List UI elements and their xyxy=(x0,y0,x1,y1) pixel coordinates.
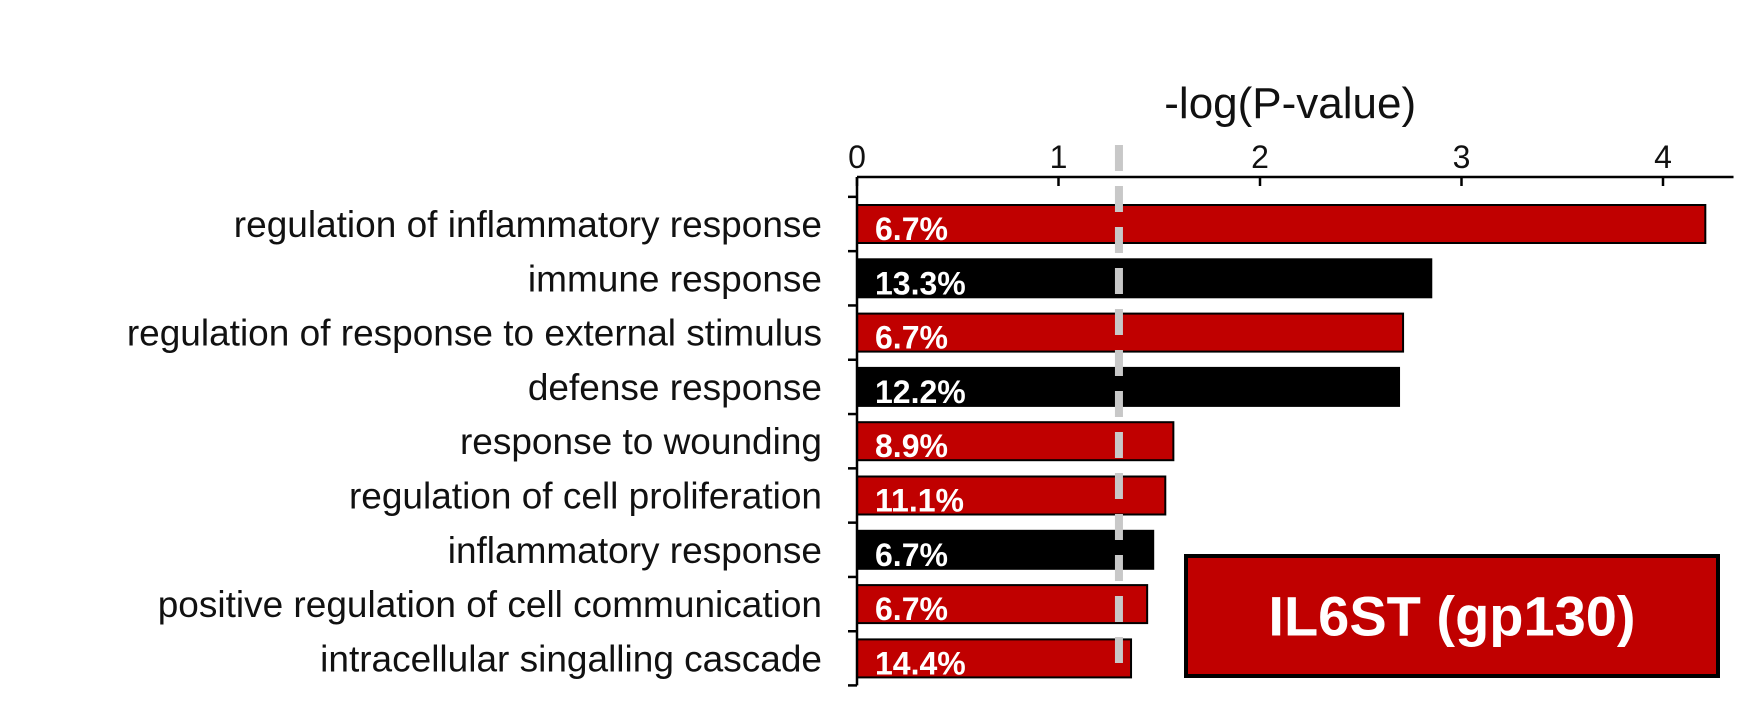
x-tick-label-1: 1 xyxy=(1050,139,1068,175)
category-label-3: defense response xyxy=(528,367,822,408)
labels-layer: 6.7% regulation of inflammatory response 1… xyxy=(127,204,966,681)
annotation-box: IL6ST (gp130) xyxy=(1184,554,1720,678)
bar-label-4: 8.9% xyxy=(875,428,948,464)
bar-3 xyxy=(856,366,1401,407)
bar-label-0: 6.7% xyxy=(875,211,948,247)
bar-label-7: 6.7% xyxy=(875,591,948,627)
bar-6 xyxy=(856,529,1155,570)
category-label-4: response to wounding xyxy=(460,421,822,462)
category-label-8: intracellular singalling cascade xyxy=(320,638,822,679)
bar-label-5: 11.1% xyxy=(875,483,964,519)
x-tick-label-0: 0 xyxy=(848,139,866,175)
bar-0 xyxy=(856,204,1707,244)
annotation-rect xyxy=(1184,554,1720,678)
category-label-6: inflammatory response xyxy=(448,530,822,571)
bar-label-6: 6.7% xyxy=(875,537,948,573)
bar-1 xyxy=(856,258,1433,299)
bars-layer xyxy=(856,204,1707,679)
category-label-2: regulation of response to external stimu… xyxy=(127,313,822,354)
annotation-text: IL6ST (gp130) xyxy=(1268,585,1635,648)
category-label-1: immune response xyxy=(528,258,822,299)
bar-label-1: 13.3% xyxy=(875,265,966,301)
x-axis-title: -log(P-value) xyxy=(1164,79,1416,128)
bar-label-2: 6.7% xyxy=(875,320,948,356)
x-tick-label-3: 3 xyxy=(1453,139,1471,175)
category-label-5: regulation of cell proliferation xyxy=(349,476,822,517)
category-label-0: regulation of inflammatory response xyxy=(234,204,822,245)
axis-layer: -log(P-value) 0 1 2 3 4 xyxy=(848,79,1734,687)
bar-label-3: 12.2% xyxy=(875,374,966,410)
x-tick-label-2: 2 xyxy=(1251,139,1269,175)
bar-2 xyxy=(856,312,1405,353)
category-label-7: positive regulation of cell communicatio… xyxy=(158,584,822,625)
x-tick-label-4: 4 xyxy=(1654,139,1672,175)
bar-label-8: 14.4% xyxy=(875,645,966,681)
